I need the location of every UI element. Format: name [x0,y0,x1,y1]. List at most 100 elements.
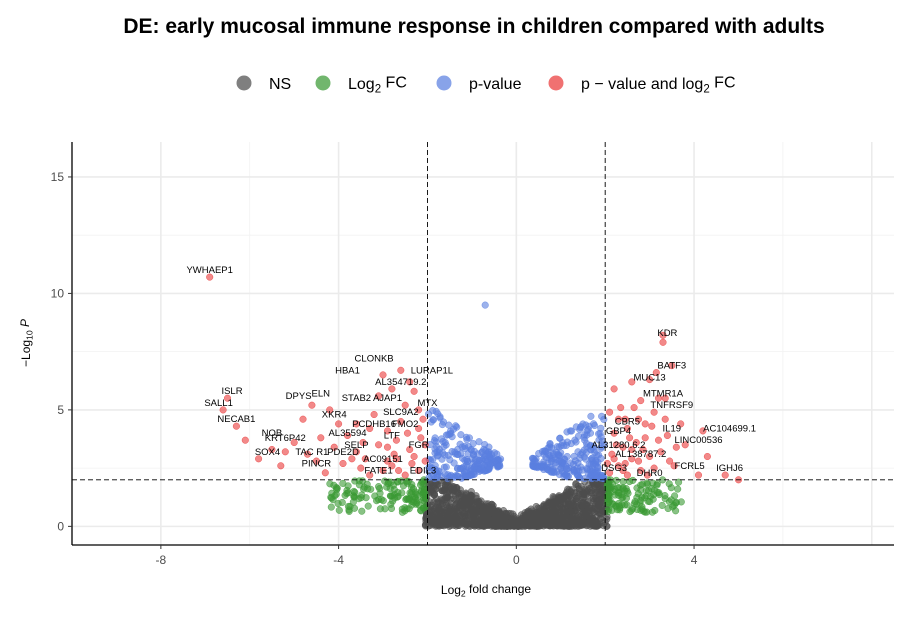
point-fc [641,508,649,516]
point-fc [419,504,427,512]
point-fc [634,490,642,498]
gene-label: SOX4 [255,447,280,458]
gene-label: STAB2 [342,393,371,404]
point-ns [567,507,575,515]
y-tick-label: 10 [51,286,65,300]
point-ns [447,507,455,516]
point-p [438,421,446,429]
point-both [359,438,367,447]
point-fc [387,504,396,513]
point-both [661,394,669,402]
point-p [441,438,449,447]
point-both [223,394,232,402]
point-both [659,338,667,346]
point-ns [565,499,573,507]
point-ns [603,515,611,523]
point-both [397,366,405,374]
point-both [603,459,611,468]
point-both [401,401,409,409]
legend-item-ns: NS [236,75,291,93]
point-p [588,456,596,464]
point-ns [577,501,585,510]
point-fc [408,480,416,489]
point-both [614,462,623,470]
point-p [435,448,443,456]
point-both [637,397,645,405]
gene-label: KDR [657,328,677,339]
point-both [643,471,651,479]
y-tick-label: 0 [57,519,64,533]
point-fc [646,498,654,506]
point-ns [479,522,487,530]
point-both [621,415,629,423]
point-both [379,466,387,475]
point-both [352,420,360,428]
point-ns [535,522,543,530]
point-p [591,421,599,430]
point-both [623,471,631,479]
point-both [632,438,640,447]
gene-label: SLC9A2 [383,407,418,418]
point-ns [598,494,606,503]
gene-label: BATF3 [657,361,686,372]
point-p [574,432,583,440]
point-both [383,457,392,465]
point-ns [550,494,558,502]
point-both [326,406,334,414]
gene-label: AL35594 [328,428,366,439]
point-both [666,457,674,465]
legend-label: Log2 FC [348,75,407,96]
gene-label: MTX [417,398,438,409]
axes: -8 -4 0 4 0 5 10 15 [51,142,894,567]
point-fc [358,507,366,515]
point-p [429,456,437,464]
point-ns [521,517,530,525]
point-both [281,448,289,456]
gene-label: AL31280.6.2 [592,440,646,451]
point-p [493,450,501,458]
point-p [562,441,570,449]
point-ns [469,520,477,528]
point-both [379,371,387,379]
point-p [570,452,578,460]
x-tick-label: -4 [333,553,344,567]
point-both [650,464,658,472]
point-ns [487,507,495,515]
point-both [403,429,412,437]
point-ns [457,490,465,498]
point-both [628,445,636,454]
legend-swatch [548,75,564,91]
gene-label: FMO2 [392,419,418,430]
point-p [549,466,557,474]
point-both [232,422,240,430]
point-both [277,462,285,470]
point-p [457,450,465,458]
point-p [484,450,492,458]
point-both [421,457,429,465]
point-both [659,331,667,339]
legend-label: NS [269,76,291,93]
point-both [610,429,618,437]
point-ns [561,522,570,530]
gene-label: LURAP1L [411,365,453,376]
point-ns [532,502,540,511]
point-ns [478,500,486,509]
point-fc [658,501,666,509]
gene-label: PDE2D [327,447,359,458]
point-fc [612,476,620,484]
point-fc [338,498,346,506]
point-fc [406,489,414,497]
point-both [406,378,414,386]
point-both [641,434,649,442]
grid [72,142,894,545]
point-ns [483,516,491,524]
point-both [650,408,658,416]
legend-item-both: p − value and log2 FC [548,75,736,95]
point-ns [441,517,449,525]
point-p [538,447,547,456]
gene-label: SALL1 [204,398,233,409]
point-both [383,427,392,435]
point-p [436,414,444,422]
point-ns [556,519,564,527]
